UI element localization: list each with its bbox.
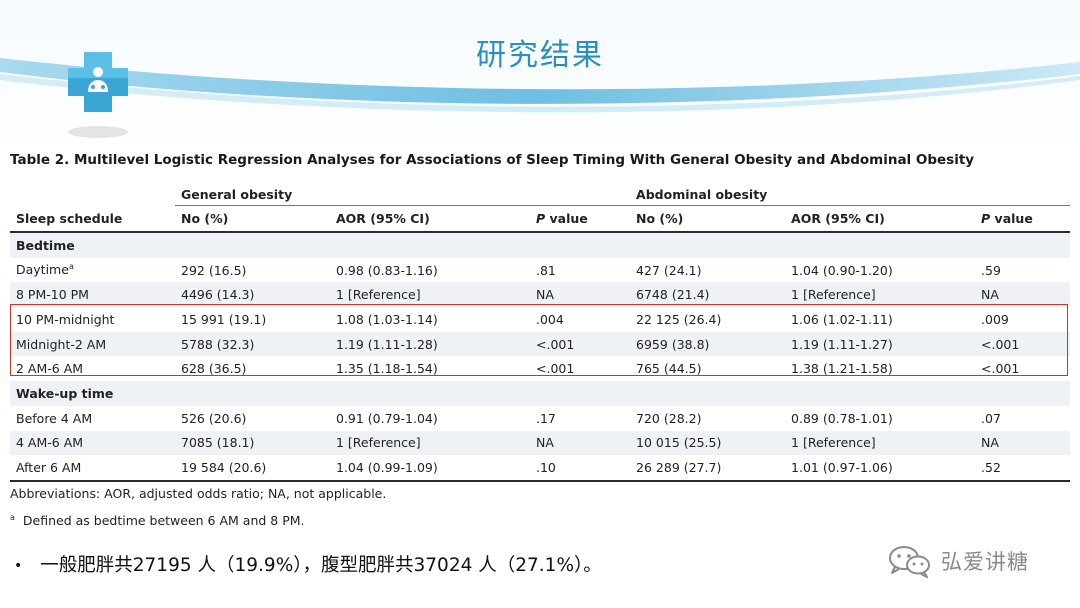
col-header-no: No (%)	[175, 205, 330, 233]
cell-general-p: .81	[530, 257, 631, 283]
bullet-dot-icon: •	[14, 558, 23, 574]
cell-general-aor: 1.35 (1.18-1.54)	[330, 356, 530, 382]
row-label: Before 4 AM	[10, 405, 175, 431]
cell-abdominal-aor: 0.89 (0.78-1.01)	[785, 405, 976, 431]
col-header-no: No (%)	[630, 205, 786, 233]
row-label: 2 AM-6 AM	[10, 356, 175, 382]
footnote-mark: a	[68, 262, 74, 272]
empty-header-cell	[10, 178, 175, 206]
table-row: 10 PM-midnight 15 991 (19.1) 1.08 (1.03-…	[10, 307, 1071, 332]
watermark: 弘爱讲糖	[887, 543, 1029, 579]
table-row: 2 AM-6 AM 628 (36.5) 1.35 (1.18-1.54) <.…	[10, 356, 1071, 382]
table-row: Midnight-2 AM 5788 (32.3) 1.19 (1.11-1.2…	[10, 331, 1071, 357]
cell-general-p: NA	[530, 282, 631, 308]
cell-abdominal-aor: 1 [Reference]	[785, 282, 976, 308]
cell-abdominal-n: 10 015 (25.5)	[630, 430, 786, 456]
cell-abdominal-p: .07	[975, 405, 1071, 431]
cell-general-aor: 1.08 (1.03-1.14)	[330, 307, 530, 332]
header-banner	[0, 0, 1080, 150]
row-label-text: Daytime	[16, 262, 69, 278]
row-label: After 6 AM	[10, 455, 175, 482]
cell-abdominal-n: 6959 (38.8)	[630, 331, 786, 357]
table-row: Before 4 AM 526 (20.6) 0.91 (0.79-1.04) …	[10, 405, 1071, 431]
row-label: 10 PM-midnight	[10, 307, 175, 332]
cell-abdominal-p: .59	[975, 257, 1071, 283]
regression-table: General obesity Abdominal obesity Sleep …	[10, 178, 1071, 482]
section-wakeup-time: Wake-up time	[10, 381, 1071, 406]
cell-general-n: 7085 (18.1)	[175, 430, 330, 456]
abdominal-obesity-header: Abdominal obesity	[630, 178, 1071, 206]
summary-text: 一般肥胖共27195 人（19.9%），腹型肥胖共37024 人（27.1%）。	[40, 555, 602, 576]
cell-general-n: 15 991 (19.1)	[175, 307, 330, 332]
cell-general-p: .10	[530, 455, 631, 482]
footnote-text: Defined as bedtime between 6 AM and 8 PM…	[22, 513, 305, 529]
col-header-aor: AOR (95% CI)	[785, 205, 976, 233]
col-header-p-value: P value	[530, 205, 631, 233]
cell-general-n: 628 (36.5)	[175, 356, 330, 382]
cell-abdominal-n: 427 (24.1)	[630, 257, 786, 283]
cell-abdominal-p: NA	[975, 282, 1071, 308]
cell-general-n: 292 (16.5)	[175, 257, 330, 283]
cell-abdominal-n: 22 125 (26.4)	[630, 307, 786, 332]
table-row: After 6 AM 19 584 (20.6) 1.04 (0.99-1.09…	[10, 455, 1071, 482]
cell-abdominal-aor: 1 [Reference]	[785, 430, 976, 456]
table-row: 4 AM-6 AM 7085 (18.1) 1 [Reference] NA 1…	[10, 430, 1071, 456]
section-bedtime: Bedtime	[10, 232, 1071, 258]
cell-general-n: 526 (20.6)	[175, 405, 330, 431]
wechat-icon	[889, 546, 930, 578]
table-row: Daytimea 292 (16.5) 0.98 (0.83-1.16) .81…	[10, 257, 1071, 283]
cell-general-n: 5788 (32.3)	[175, 331, 330, 357]
cell-abdominal-p: <.001	[975, 356, 1071, 382]
cell-general-p: <.001	[530, 331, 631, 357]
cell-abdominal-aor: 1.38 (1.21-1.58)	[785, 356, 976, 382]
cell-general-aor: 0.91 (0.79-1.04)	[330, 405, 530, 431]
cell-abdominal-aor: 1.01 (0.97-1.06)	[785, 455, 976, 482]
abbreviations-note: Abbreviations: AOR, adjusted odds ratio;…	[10, 486, 387, 501]
slide-title: 研究结果	[476, 38, 604, 73]
cell-general-p: NA	[530, 430, 631, 456]
cell-general-n: 19 584 (20.6)	[175, 455, 330, 482]
cell-general-p: .17	[530, 405, 631, 431]
row-label: 8 PM-10 PM	[10, 282, 175, 308]
cell-abdominal-n: 720 (28.2)	[630, 405, 786, 431]
cell-abdominal-aor: 1.04 (0.90-1.20)	[785, 257, 976, 283]
p-letter: P	[536, 211, 546, 226]
footnote: a Defined as bedtime between 6 AM and 8 P…	[10, 513, 305, 528]
cell-general-n: 4496 (14.3)	[175, 282, 330, 308]
row-label: Midnight-2 AM	[10, 331, 175, 357]
cell-abdominal-p: .009	[975, 307, 1071, 332]
cell-general-aor: 1 [Reference]	[330, 430, 530, 456]
row-label: 4 AM-6 AM	[10, 430, 175, 456]
table-caption: Table 2. Multilevel Logistic Regression …	[10, 152, 975, 168]
cell-general-p: .004	[530, 307, 631, 332]
cell-general-aor: 1 [Reference]	[330, 282, 530, 308]
cell-general-p: <.001	[530, 356, 631, 382]
cell-abdominal-n: 765 (44.5)	[630, 356, 786, 382]
cell-abdominal-aor: 1.06 (1.02-1.11)	[785, 307, 976, 332]
cell-abdominal-p: NA	[975, 430, 1071, 456]
p-value-suffix: value	[545, 211, 588, 226]
summary-bullet: • 一般肥胖共27195 人（19.9%），腹型肥胖共37024 人（27.1%）…	[14, 551, 602, 577]
footnote-mark: a	[10, 513, 15, 522]
cell-general-aor: 1.04 (0.99-1.09)	[330, 455, 530, 482]
cell-abdominal-p: .52	[975, 455, 1071, 482]
cell-abdominal-p: <.001	[975, 331, 1071, 357]
p-letter: P	[981, 211, 991, 226]
cell-abdominal-aor: 1.19 (1.11-1.27)	[785, 331, 976, 357]
col-header-sleep-schedule: Sleep schedule	[10, 205, 175, 233]
medical-logo-icon	[68, 52, 128, 138]
general-obesity-header: General obesity	[175, 178, 631, 206]
table-row: 8 PM-10 PM 4496 (14.3) 1 [Reference] NA …	[10, 282, 1071, 308]
cell-general-aor: 0.98 (0.83-1.16)	[330, 257, 530, 283]
cell-abdominal-n: 6748 (21.4)	[630, 282, 786, 308]
cell-general-aor: 1.19 (1.11-1.28)	[330, 331, 530, 357]
col-header-aor: AOR (95% CI)	[330, 205, 530, 233]
row-label: Daytimea	[10, 257, 175, 283]
watermark-text: 弘爱讲糖	[941, 550, 1029, 574]
cell-abdominal-n: 26 289 (27.7)	[630, 455, 786, 482]
col-header-p-value: P value	[975, 205, 1071, 233]
p-value-suffix: value	[990, 211, 1033, 226]
